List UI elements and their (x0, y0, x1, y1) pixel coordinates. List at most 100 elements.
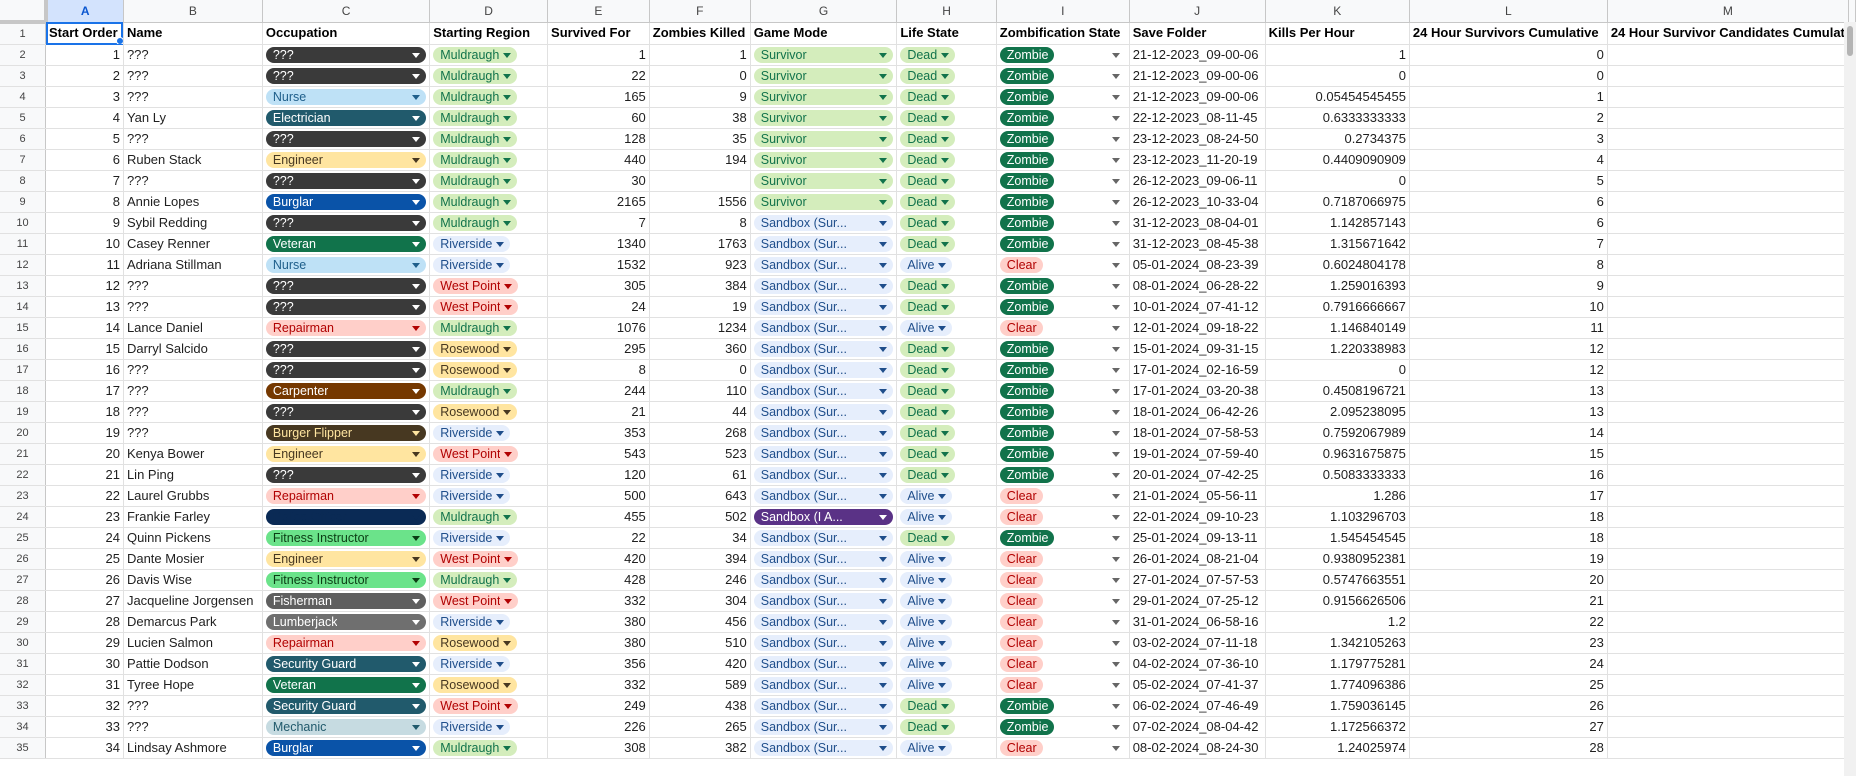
cell-zombies-killed[interactable]: 923 (649, 254, 751, 276)
row-number[interactable]: 14 (0, 296, 46, 318)
cell-save-folder[interactable]: 22-01-2024_09-10-23 (1129, 506, 1266, 528)
life-state-chip[interactable]: Alive (900, 551, 953, 567)
cell-start-order[interactable]: 26 (45, 569, 124, 591)
cell-zombification-state[interactable]: Zombie (996, 44, 1130, 66)
chevron-down-icon[interactable] (496, 241, 505, 247)
life-state-chip[interactable]: Alive (900, 614, 953, 630)
cell-survived-for[interactable]: 305 (547, 275, 650, 297)
cell-occupation[interactable]: ??? (262, 296, 431, 318)
game-mode-chip[interactable]: Sandbox (I A... (753, 509, 894, 525)
cell-zombification-state[interactable]: Clear (996, 506, 1130, 528)
cell-name[interactable]: ??? (123, 275, 263, 297)
occupation-chip[interactable]: Police Officer (265, 509, 427, 525)
occupation-chip[interactable]: Mechanic (265, 719, 427, 735)
cell-game-mode[interactable]: Sandbox (Sur... (750, 338, 898, 360)
cell-name[interactable]: Lin Ping (123, 464, 263, 486)
cell-zombification-state[interactable]: Clear (996, 590, 1130, 612)
chevron-down-icon[interactable] (941, 367, 950, 373)
cell-starting-region[interactable]: Muldraugh (429, 128, 549, 150)
column-header-i[interactable]: I (996, 0, 1130, 23)
zombification-chip[interactable]: Zombie (999, 425, 1055, 441)
cell-name[interactable]: Jacqueline Jorgensen (123, 590, 263, 612)
cell-start-order[interactable]: 5 (45, 128, 124, 150)
cell-candidates-cumulative[interactable] (1607, 170, 1850, 192)
chevron-down-icon[interactable] (938, 640, 947, 646)
cell-kills-per-hour[interactable]: 1.259016393 (1265, 275, 1410, 297)
header-cell[interactable]: Start Order (45, 22, 124, 45)
row-number[interactable]: 2 (0, 44, 46, 66)
cell-start-order[interactable]: 31 (45, 674, 124, 696)
chevron-down-icon[interactable] (496, 430, 505, 436)
chevron-down-icon[interactable] (496, 535, 505, 541)
cell-candidates-cumulative[interactable] (1607, 569, 1850, 591)
cell-game-mode[interactable]: Sandbox (Sur... (750, 401, 898, 423)
region-chip[interactable]: Rosewood (433, 404, 518, 420)
cell-starting-region[interactable]: West Point (429, 443, 549, 465)
region-chip[interactable]: Riverside (433, 719, 511, 735)
cell-zombification-state[interactable]: Clear (996, 653, 1130, 675)
cell-survived-for[interactable]: 332 (547, 590, 650, 612)
chevron-down-icon[interactable] (941, 178, 950, 184)
cell-zombies-killed[interactable]: 0 (649, 65, 751, 87)
cell-survivors-cumulative[interactable]: 5 (1409, 170, 1608, 192)
cell-game-mode[interactable]: Survivor (750, 86, 898, 108)
cell-survivors-cumulative[interactable]: 13 (1409, 380, 1608, 402)
chevron-down-icon[interactable] (879, 598, 888, 604)
cell-survived-for[interactable]: 440 (547, 149, 650, 171)
zombification-chip[interactable]: Zombie (999, 236, 1055, 252)
occupation-chip[interactable]: Fitness Instructor (265, 572, 427, 588)
cell-starting-region[interactable]: Riverside (429, 464, 549, 486)
cell-survived-for[interactable]: 1 (547, 44, 650, 66)
chevron-down-icon[interactable] (412, 556, 421, 562)
cell-zombification-state[interactable]: Clear (996, 548, 1130, 570)
chevron-down-icon[interactable] (1111, 346, 1120, 352)
cell-kills-per-hour[interactable]: 0.6333333333 (1265, 107, 1410, 129)
cell-name[interactable]: ??? (123, 716, 263, 738)
cell-zombies-killed[interactable]: 1556 (649, 191, 751, 213)
chevron-down-icon[interactable] (412, 115, 421, 121)
cell-zombies-killed[interactable]: 382 (649, 737, 751, 759)
cell-save-folder[interactable]: 18-01-2024_07-58-53 (1129, 422, 1266, 444)
cell-kills-per-hour[interactable]: 1.103296703 (1265, 506, 1410, 528)
cell-name[interactable]: ??? (123, 44, 263, 66)
chevron-down-icon[interactable] (938, 598, 947, 604)
cell-occupation[interactable]: Veteran (262, 233, 431, 255)
cell-occupation[interactable]: Engineer (262, 443, 431, 465)
cell-game-mode[interactable]: Sandbox (Sur... (750, 422, 898, 444)
cell-save-folder[interactable]: 17-01-2024_03-20-38 (1129, 380, 1266, 402)
cell-candidates-cumulative[interactable] (1607, 107, 1850, 129)
cell-zombification-state[interactable]: Zombie (996, 464, 1130, 486)
region-chip[interactable]: Riverside (433, 530, 511, 546)
cell-name[interactable]: ??? (123, 65, 263, 87)
cell-name[interactable]: ??? (123, 401, 263, 423)
row-number[interactable]: 9 (0, 191, 46, 213)
region-chip[interactable]: Rosewood (433, 362, 518, 378)
cell-starting-region[interactable]: Muldraugh (429, 44, 549, 66)
occupation-chip[interactable]: Fitness Instructor (265, 530, 427, 546)
cell-name[interactable]: ??? (123, 422, 263, 444)
cell-zombies-killed[interactable]: 246 (649, 569, 751, 591)
cell-survived-for[interactable]: 500 (547, 485, 650, 507)
game-mode-chip[interactable]: Sandbox (Sur... (753, 530, 894, 546)
cell-life-state[interactable]: Alive (896, 485, 997, 507)
cell-starting-region[interactable]: Muldraugh (429, 170, 549, 192)
chevron-down-icon[interactable] (496, 493, 505, 499)
column-header-j[interactable]: J (1129, 0, 1266, 23)
cell-survivors-cumulative[interactable]: 12 (1409, 359, 1608, 381)
cell-game-mode[interactable]: Survivor (750, 44, 898, 66)
game-mode-chip[interactable]: Sandbox (Sur... (753, 320, 894, 336)
occupation-chip[interactable]: ??? (265, 362, 427, 378)
cell-zombification-state[interactable]: Zombie (996, 296, 1130, 318)
header-cell[interactable]: Starting Region (429, 22, 549, 45)
row-number[interactable]: 8 (0, 170, 46, 192)
region-chip[interactable]: Riverside (433, 425, 511, 441)
cell-name[interactable]: ??? (123, 695, 263, 717)
game-mode-chip[interactable]: Sandbox (Sur... (753, 236, 894, 252)
chevron-down-icon[interactable] (1111, 451, 1120, 457)
cell-starting-region[interactable]: West Point (429, 548, 549, 570)
cell-start-order[interactable]: 18 (45, 401, 124, 423)
cell-life-state[interactable]: Dead (896, 422, 997, 444)
chevron-down-icon[interactable] (938, 661, 947, 667)
game-mode-chip[interactable]: Sandbox (Sur... (753, 446, 894, 462)
chevron-down-icon[interactable] (1111, 619, 1120, 625)
